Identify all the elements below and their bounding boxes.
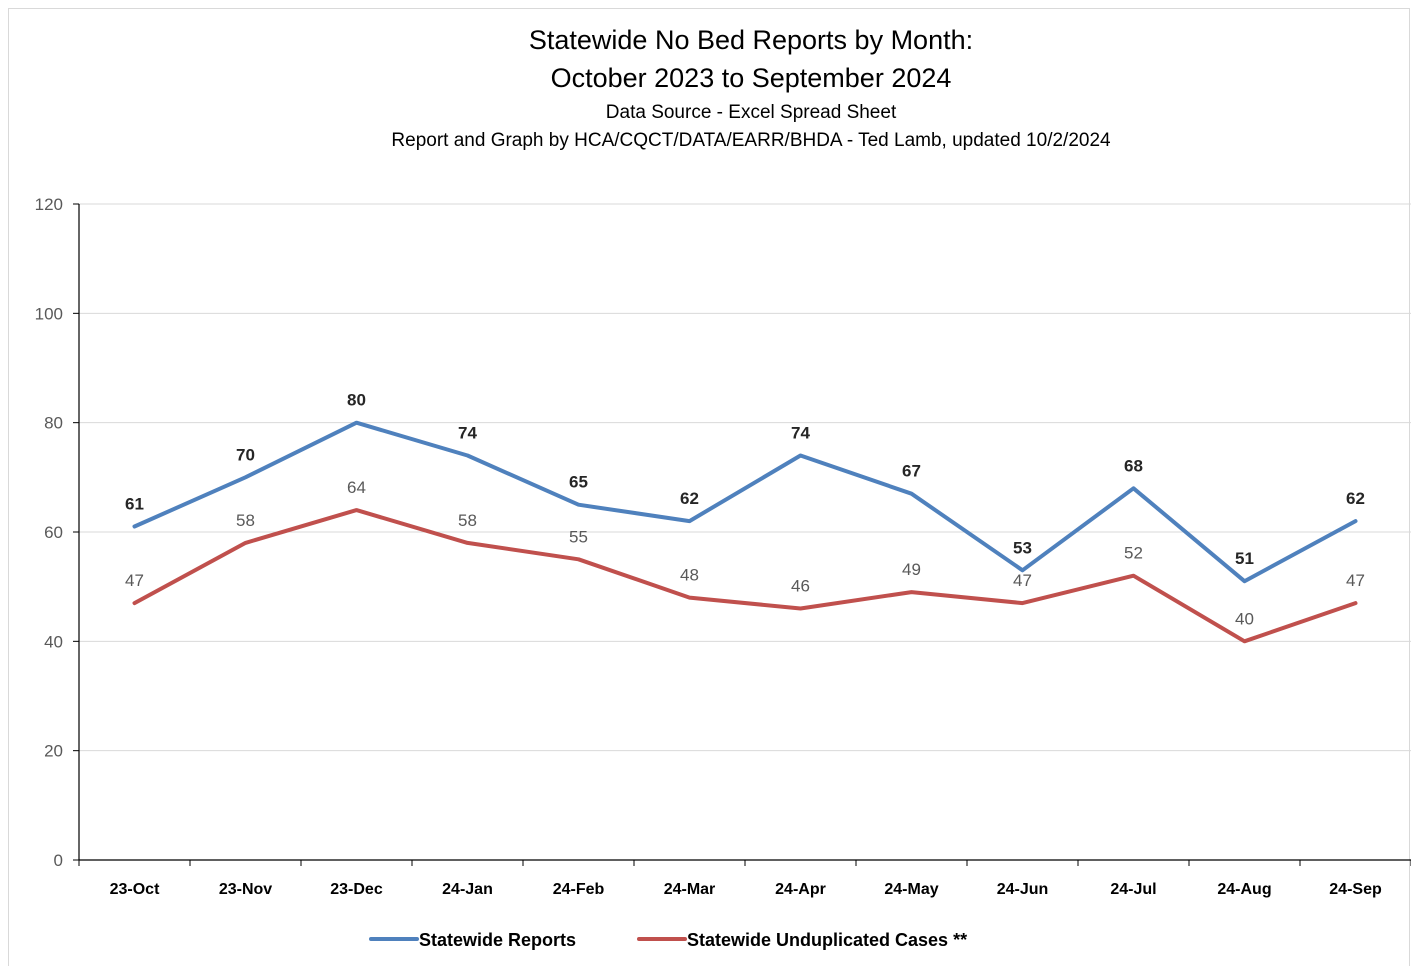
y-tick-label: 100	[35, 304, 63, 323]
data-label: 47	[125, 571, 144, 590]
x-tick-label: 24-Feb	[553, 881, 605, 898]
data-label: 48	[680, 566, 699, 585]
x-tick-label: 24-May	[884, 881, 938, 898]
legend-label: Statewide Reports	[419, 930, 576, 950]
x-tick-label: 24-Aug	[1217, 881, 1271, 898]
data-label: 62	[1346, 489, 1365, 508]
legend-label: Statewide Unduplicated Cases **	[687, 930, 967, 950]
y-tick-label: 60	[44, 523, 63, 542]
data-label: 53	[1013, 538, 1032, 557]
y-tick-label: 40	[44, 632, 63, 651]
y-tick-label: 0	[54, 851, 63, 870]
data-label: 55	[569, 527, 588, 546]
data-label: 64	[347, 478, 366, 497]
x-tick-label: 24-Jul	[1110, 881, 1156, 898]
axes: 0 20 40 60 80 100 120 23-Oct 23-Nov 23-Dec 24-Jan 2…	[35, 195, 1411, 898]
data-label: 58	[236, 511, 255, 530]
data-label: 74	[791, 423, 810, 442]
x-tick-label: 24-Sep	[1329, 881, 1382, 898]
y-tick-label: 120	[35, 195, 63, 214]
x-tick-label: 23-Oct	[110, 881, 160, 898]
data-label: 74	[458, 423, 477, 442]
chart-subtitle: Data Source - Excel Spread Sheet	[606, 102, 897, 123]
data-label: 47	[1346, 571, 1365, 590]
chart-subtitle2: Report and Graph by HCA/CQCT/DATA/EARR/B…	[391, 130, 1111, 151]
data-label: 70	[236, 445, 255, 464]
y-tick-label: 20	[44, 742, 63, 761]
x-tick-label: 24-Mar	[664, 881, 716, 898]
chart-title-line2: October 2023 to September 2024	[551, 63, 952, 93]
gridlines	[79, 203, 1411, 752]
data-label: 51	[1235, 549, 1254, 568]
series-line-2	[132, 508, 1358, 644]
data-label: 40	[1235, 609, 1254, 628]
chart-title: Statewide No Bed Reports by Month:	[529, 25, 973, 55]
data-label: 47	[1013, 571, 1032, 590]
data-label: 80	[347, 391, 366, 410]
chart-title-group: Statewide No Bed Reports by Month: Octob…	[391, 25, 1111, 151]
chart-frame: Statewide No Bed Reports by Month: Octob…	[8, 8, 1411, 966]
line-chart: Statewide No Bed Reports by Month: Octob…	[35, 25, 1411, 950]
legend: Statewide Reports Statewide Unduplicated …	[369, 930, 967, 950]
y-tick-label: 80	[44, 414, 63, 433]
data-labels: 61 70 80 74 65 62 74 67 53 68 51 62 47 58 64 58 55 48 46 49…	[125, 391, 1365, 629]
x-tick-label: 24-Jan	[442, 881, 493, 898]
data-label: 58	[458, 511, 477, 530]
x-tick-label: 24-Apr	[775, 881, 826, 898]
data-label: 52	[1124, 544, 1143, 563]
series-line-1	[132, 420, 1358, 584]
data-label: 46	[791, 577, 810, 596]
series-lines	[132, 420, 1358, 644]
x-tick-label: 23-Dec	[330, 881, 383, 898]
x-tick-label: 23-Nov	[219, 881, 272, 898]
data-label: 61	[125, 495, 144, 514]
data-label: 65	[569, 473, 588, 492]
data-label: 67	[902, 462, 921, 481]
x-tick-label: 24-Jun	[997, 881, 1049, 898]
data-label: 62	[680, 489, 699, 508]
data-label: 49	[902, 560, 921, 579]
data-label: 68	[1124, 456, 1143, 475]
